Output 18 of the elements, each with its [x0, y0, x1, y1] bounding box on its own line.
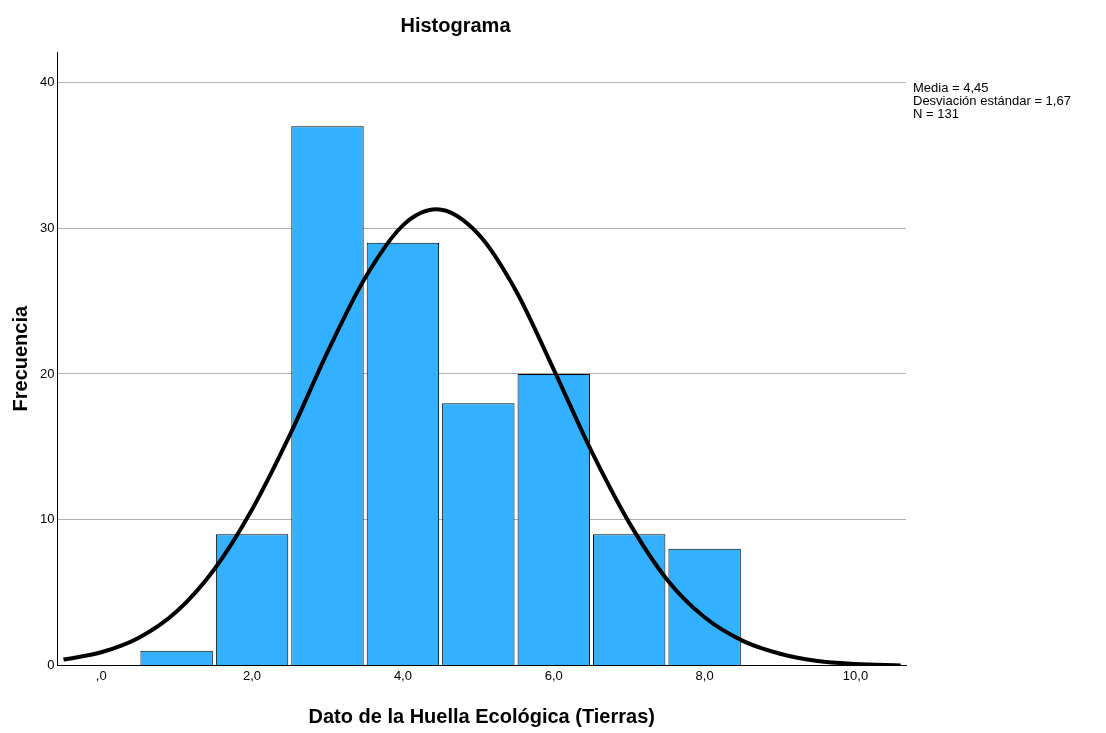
y-tick-label: 0: [47, 656, 55, 672]
x-tick-label: 10,0: [842, 667, 869, 683]
chart-title: Histograma: [400, 13, 512, 36]
text: N = 131: [913, 106, 960, 121]
y-tick-label: 40: [39, 74, 55, 90]
x-tick-label: ,0: [95, 667, 107, 683]
x-tick-label: 8,0: [695, 667, 714, 683]
text: Media = 4,45: [913, 80, 990, 95]
y-tick-label: 30: [39, 219, 55, 235]
x-axis-title: Dato de la Huella Ecológica (Tierras): [308, 704, 655, 727]
x-tick-label: 2,0: [243, 667, 262, 683]
y-tick-label: 20: [39, 365, 55, 381]
y-tick-label: 10: [39, 511, 55, 527]
line-series: [61, 207, 903, 666]
y-axis-title: Frecuencia: [8, 305, 31, 412]
text: Desviación estándar = 1,67: [913, 93, 1071, 108]
x-tick-label: 4,0: [393, 667, 412, 683]
x-tick-label: 6,0: [544, 667, 563, 683]
